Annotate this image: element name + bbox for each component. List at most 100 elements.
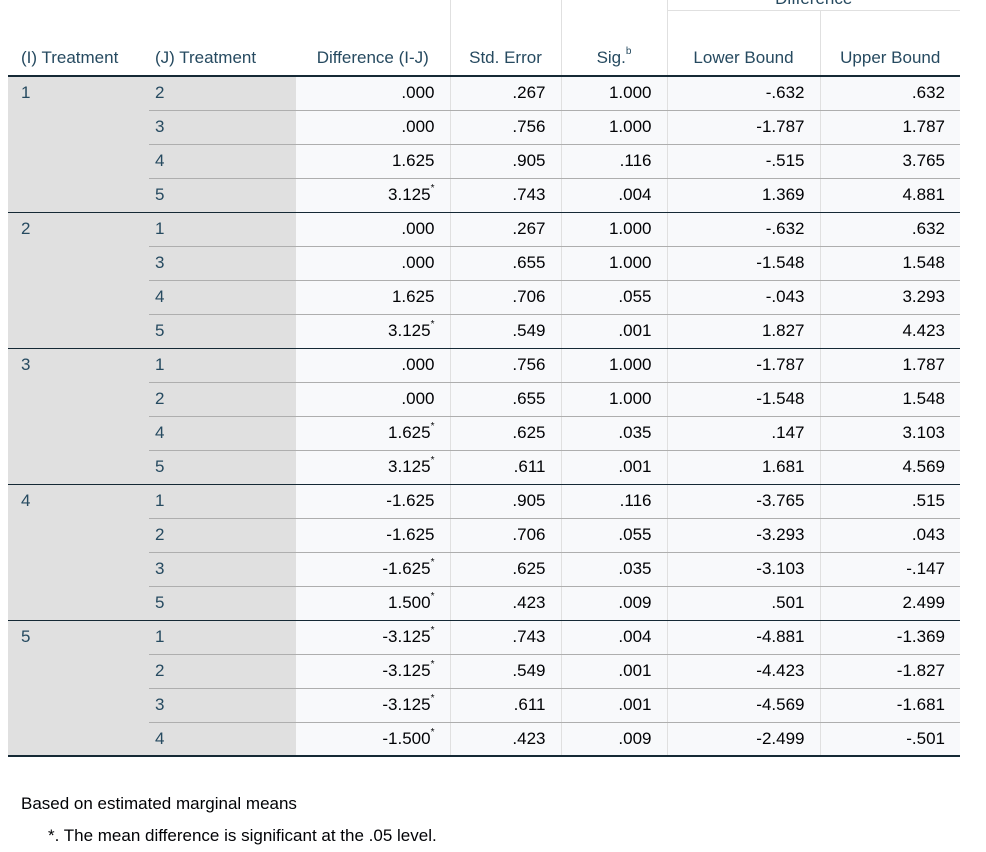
table-row: 5 1.500* .423.009.501 2.499 bbox=[8, 586, 960, 621]
significance-star: * bbox=[430, 557, 435, 568]
header-spacer bbox=[296, 0, 451, 11]
upper-bound-cell: 3.293 bbox=[820, 280, 960, 315]
lower-bound-cell: -1.787 bbox=[667, 110, 821, 145]
mean-difference-value: 1.625 bbox=[388, 423, 431, 442]
sig-footnote-marker: b bbox=[625, 46, 632, 57]
mean-difference-cell: 1.625* bbox=[296, 416, 451, 451]
lower-bound-cell: -4.569 bbox=[667, 688, 821, 723]
col-header-sig: Sig.b bbox=[561, 10, 668, 77]
upper-bound-cell: 4.423 bbox=[820, 314, 960, 349]
mean-difference-value: .000 bbox=[401, 117, 435, 136]
col-header-lower-bound: Lower Bound bbox=[667, 10, 821, 77]
significance-star: * bbox=[430, 421, 435, 432]
sig-cell: .004 bbox=[561, 178, 668, 213]
sig-cell: 1.000 bbox=[561, 212, 668, 247]
sig-cell: 1.000 bbox=[561, 348, 668, 383]
upper-bound-cell: 3.103 bbox=[820, 416, 960, 451]
sig-cell: .001 bbox=[561, 654, 668, 689]
std-error-cell: .743 bbox=[450, 178, 562, 213]
j-treatment-cell: 1 bbox=[149, 620, 296, 655]
upper-bound-cell: .515 bbox=[820, 484, 960, 519]
std-error-cell: .625 bbox=[450, 416, 562, 451]
upper-bound-cell: 4.569 bbox=[820, 450, 960, 485]
j-treatment-cell: 5 bbox=[149, 314, 296, 349]
table-row: 4 -1.500* .423.009 -2.499 -.501 bbox=[8, 722, 960, 757]
j-treatment-cell: 4 bbox=[149, 144, 296, 179]
sig-label: Sig. bbox=[596, 48, 626, 67]
significance-star: * bbox=[430, 455, 435, 466]
table-row: 3 -3.125* .611.001 -4.569 -1.681 bbox=[8, 688, 960, 723]
table-row: 3 1.000.756 1.000 -1.787 1.787 bbox=[8, 348, 960, 485]
j-treatment-cell: 3 bbox=[149, 110, 296, 145]
mean-difference-value: 3.125 bbox=[388, 185, 431, 204]
j-treatment-cell: 4 bbox=[149, 722, 296, 757]
mean-difference-cell: -3.125* bbox=[296, 654, 451, 689]
significance-star: * bbox=[430, 659, 435, 670]
header-spacer bbox=[450, 0, 562, 11]
j-treatment-cell: 3 bbox=[149, 688, 296, 723]
i-treatment-cell: 2 bbox=[8, 212, 149, 349]
mean-difference-value: .000 bbox=[401, 219, 435, 238]
sig-cell: .001 bbox=[561, 688, 668, 723]
upper-bound-cell: 1.548 bbox=[820, 382, 960, 417]
col-header-upper-bound: Upper Bound bbox=[820, 10, 960, 77]
mean-difference-value: .000 bbox=[401, 355, 435, 374]
lower-bound-cell: 1.369 bbox=[667, 178, 821, 213]
table-row: 2 -1.625 .706.055 -3.293.043 bbox=[8, 518, 960, 553]
upper-bound-cell: 1.787 bbox=[820, 110, 960, 145]
lower-bound-cell: -.043 bbox=[667, 280, 821, 315]
mean-difference-cell: -3.125* bbox=[296, 688, 451, 723]
j-treatment-cell: 3 bbox=[149, 552, 296, 587]
std-error-cell: .611 bbox=[450, 450, 562, 485]
sig-cell: .055 bbox=[561, 518, 668, 553]
mean-difference-cell: 3.125* bbox=[296, 314, 451, 349]
table-row: 5 1 -3.125* .743.004 -4.881 -1.369 bbox=[8, 620, 960, 757]
mean-difference-value: .000 bbox=[401, 253, 435, 272]
lower-bound-cell: 1.827 bbox=[667, 314, 821, 349]
j-treatment-cell: 5 bbox=[149, 586, 296, 621]
lower-bound-cell: -3.103 bbox=[667, 552, 821, 587]
table-row: 4 1 -1.625 .905.116 -3.765.515 bbox=[8, 484, 960, 621]
upper-bound-cell: -1.369 bbox=[820, 620, 960, 655]
std-error-cell: .625 bbox=[450, 552, 562, 587]
sig-cell: 1.000 bbox=[561, 76, 668, 111]
mean-difference-value: .000 bbox=[401, 83, 435, 103]
lower-bound-cell: -1.548 bbox=[667, 382, 821, 417]
std-error-cell: .655 bbox=[450, 246, 562, 281]
std-error-cell: .706 bbox=[450, 518, 562, 553]
header-spacer bbox=[149, 0, 296, 11]
mean-difference-cell: .000 bbox=[296, 348, 451, 383]
lower-bound-cell: -1.787 bbox=[667, 348, 821, 383]
mean-difference-cell: -1.625 bbox=[296, 518, 451, 553]
std-error-cell: .756 bbox=[450, 348, 562, 383]
mean-difference-cell: .000 bbox=[296, 110, 451, 145]
upper-bound-cell: 4.881 bbox=[820, 178, 960, 213]
significance-star: * bbox=[430, 693, 435, 704]
lower-bound-cell: .147 bbox=[667, 416, 821, 451]
lower-bound-cell: -3.765 bbox=[667, 484, 821, 519]
sig-cell: .116 bbox=[561, 484, 668, 519]
table-body: 1 2.000.267 1.000 -.632.632 3.000.756 1.000 -1… bbox=[8, 76, 960, 757]
lower-bound-cell: -4.423 bbox=[667, 654, 821, 689]
mean-difference-cell: -3.125* bbox=[296, 620, 451, 655]
mean-difference-value: -3.125 bbox=[382, 695, 431, 714]
sig-cell: .009 bbox=[561, 586, 668, 621]
j-treatment-cell: 2 bbox=[149, 654, 296, 689]
significance-star: * bbox=[430, 625, 435, 636]
mean-difference-value: -1.625 bbox=[382, 559, 431, 578]
std-error-cell: .549 bbox=[450, 314, 562, 349]
std-error-cell: .423 bbox=[450, 586, 562, 621]
mean-difference-cell: 3.125* bbox=[296, 178, 451, 213]
table-row: 5 3.125* .549.001 1.827 4.423 bbox=[8, 314, 960, 349]
j-treatment-cell: 1 bbox=[149, 484, 296, 519]
pairwise-comparisons-table-container: Difference (I) Treatment (J) Treatment D… bbox=[8, 0, 960, 757]
i-treatment-cell: 3 bbox=[8, 348, 149, 485]
table-row: 2 1.000.267 1.000 -.632.632 bbox=[8, 212, 960, 349]
j-treatment-cell: 2 bbox=[149, 76, 296, 111]
table-row: 4 1.625 .905.116 -.515 3.765 bbox=[8, 144, 960, 179]
upper-bound-cell: .043 bbox=[820, 518, 960, 553]
std-error-cell: .611 bbox=[450, 688, 562, 723]
upper-bound-cell: 2.499 bbox=[820, 586, 960, 621]
table-row: 1 2 .000 .267 1.000 -.632.632 bbox=[8, 76, 960, 213]
mean-difference-value: 3.125 bbox=[388, 321, 431, 340]
